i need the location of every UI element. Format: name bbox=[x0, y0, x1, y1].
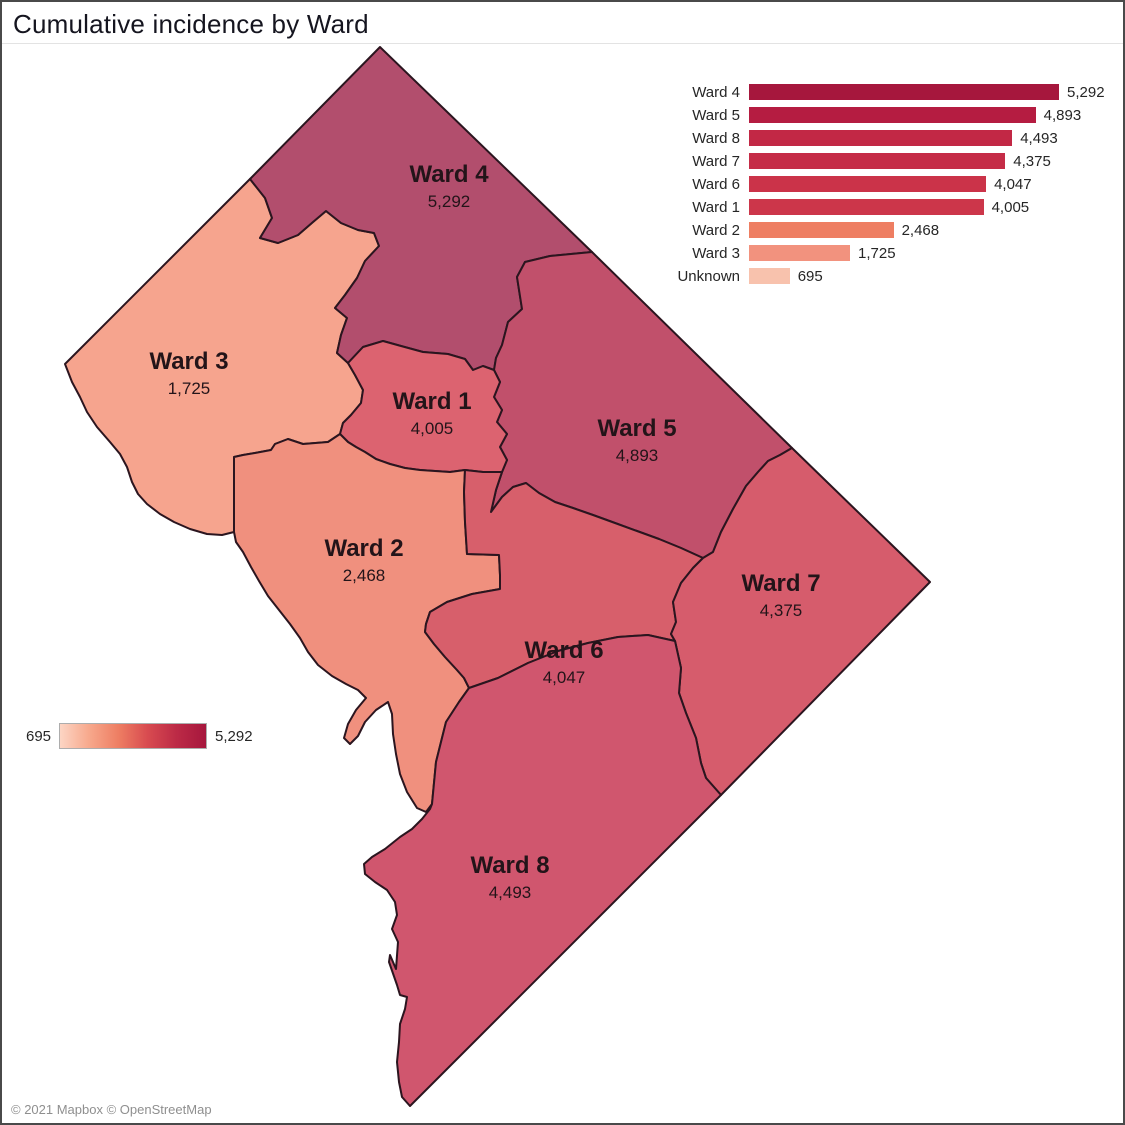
bar-row: Unknown 695 bbox=[669, 267, 1105, 285]
bar-ward-1[interactable] bbox=[749, 199, 984, 215]
ward-name-label-ward-6: Ward 6 bbox=[524, 637, 603, 664]
bar-ward-7[interactable] bbox=[749, 153, 1006, 169]
bar-value-label: 4,047 bbox=[994, 175, 1032, 193]
bar-category-label: Ward 8 bbox=[692, 129, 740, 147]
bar-value-label: 4,005 bbox=[991, 198, 1030, 216]
bar-category-label: Ward 2 bbox=[692, 221, 740, 239]
map-attribution: © 2021 Mapbox © OpenStreetMap bbox=[11, 1102, 212, 1117]
ward-value-label-ward-6: 4,047 bbox=[543, 668, 586, 687]
ward-value-label-ward-2: 2,468 bbox=[343, 566, 386, 585]
legend-max-label: 5,292 bbox=[215, 727, 253, 745]
bar-ward-5[interactable] bbox=[749, 107, 1036, 123]
bar-row: Ward 7 4,375 bbox=[669, 152, 1105, 170]
ward-value-label-ward-8: 4,493 bbox=[489, 883, 532, 902]
bar-value-label: 5,292 bbox=[1067, 83, 1105, 101]
bar-row: Ward 8 4,493 bbox=[669, 129, 1105, 147]
bar-row: Ward 4 5,292 bbox=[669, 83, 1105, 101]
ward-name-label-ward-2: Ward 2 bbox=[324, 535, 403, 562]
ward-value-label-ward-3: 1,725 bbox=[168, 379, 211, 398]
bar-category-label: Ward 3 bbox=[692, 244, 740, 262]
bar-ward-2[interactable] bbox=[749, 222, 894, 238]
bar-chart: Ward 4 5,292 Ward 5 4,893 Ward 8 4,493 Ward 7 4… bbox=[669, 83, 1105, 291]
ward-value-label-ward-7: 4,375 bbox=[760, 601, 803, 620]
bar-row: Ward 6 4,047 bbox=[669, 175, 1105, 193]
ward-name-label-ward-3: Ward 3 bbox=[149, 348, 228, 375]
legend-min-label: 695 bbox=[26, 727, 52, 745]
bar-value-label: 4,893 bbox=[1043, 106, 1082, 124]
bar-value-label: 2,468 bbox=[901, 221, 940, 239]
gradient-bar bbox=[59, 723, 208, 749]
bar-value-label: 695 bbox=[797, 267, 823, 285]
ward-region-ward-8[interactable] bbox=[363, 634, 722, 1107]
bar-row: Ward 2 2,468 bbox=[669, 221, 1105, 239]
bar-ward-4[interactable] bbox=[749, 84, 1059, 100]
bar-value-label: 1,725 bbox=[858, 244, 896, 262]
bar-ward-8[interactable] bbox=[749, 130, 1013, 146]
color-gradient-legend: 695 5,292 bbox=[26, 723, 253, 749]
bar-ward-6[interactable] bbox=[749, 176, 987, 192]
bar-row: Ward 1 4,005 bbox=[669, 198, 1105, 216]
bar-row: Ward 5 4,893 bbox=[669, 106, 1105, 124]
ward-name-label-ward-5: Ward 5 bbox=[597, 415, 676, 442]
bar-value-label: 4,493 bbox=[1020, 129, 1058, 147]
bar-ward-3[interactable] bbox=[749, 245, 851, 261]
bar-category-label: Ward 1 bbox=[692, 198, 740, 216]
bar-category-label: Unknown bbox=[677, 267, 740, 285]
ward-name-label-ward-4: Ward 4 bbox=[409, 161, 489, 188]
ward-name-label-ward-8: Ward 8 bbox=[470, 852, 549, 879]
ward-value-label-ward-4: 5,292 bbox=[428, 192, 471, 211]
bar-category-label: Ward 5 bbox=[692, 106, 740, 124]
bar-category-label: Ward 4 bbox=[692, 83, 740, 101]
ward-value-label-ward-1: 4,005 bbox=[411, 419, 454, 438]
bar-value-label: 4,375 bbox=[1013, 152, 1051, 170]
ward-name-label-ward-1: Ward 1 bbox=[392, 388, 471, 415]
bar-category-label: Ward 6 bbox=[692, 175, 740, 193]
bar-row: Ward 3 1,725 bbox=[669, 244, 1105, 262]
header: Cumulative incidence by Ward bbox=[2, 2, 1123, 44]
bar-category-label: Ward 7 bbox=[692, 152, 740, 170]
page-title: Cumulative incidence by Ward bbox=[13, 9, 369, 39]
ward-value-label-ward-5: 4,893 bbox=[616, 446, 659, 465]
bar-unknown[interactable] bbox=[749, 268, 790, 284]
ward-name-label-ward-7: Ward 7 bbox=[741, 570, 820, 597]
